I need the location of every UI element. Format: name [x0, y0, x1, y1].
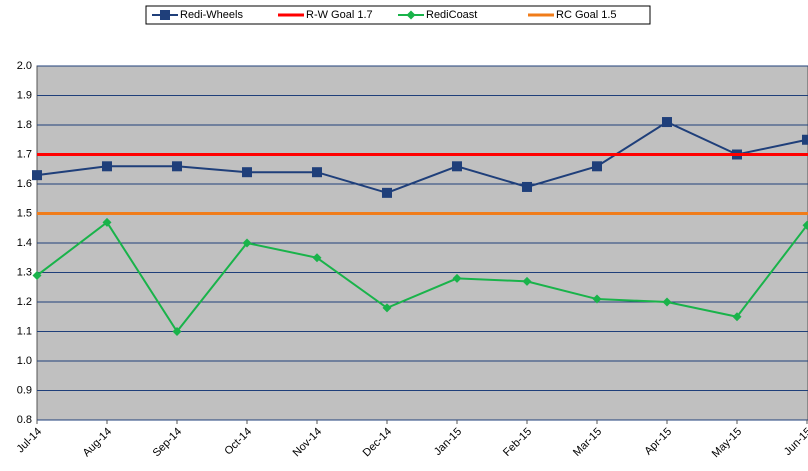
- x-tick-label: Feb-15: [501, 426, 534, 459]
- marker: [662, 117, 672, 128]
- legend-label: Redi-Wheels: [180, 9, 243, 21]
- series-line: [36, 120, 808, 194]
- legend-label: RC Goal 1.5: [556, 9, 617, 21]
- marker: [802, 220, 808, 230]
- y-tick-label: 1.8: [17, 119, 32, 131]
- x-tick-label: Dec-14: [361, 426, 395, 460]
- marker: [102, 161, 112, 172]
- y-tick-label: 1.2: [17, 296, 32, 308]
- marker: [32, 270, 42, 280]
- marker: [172, 327, 182, 336]
- marker: [382, 187, 392, 198]
- y-tick-label: 1.5: [17, 207, 32, 219]
- y-tick-label: 2.0: [17, 60, 32, 72]
- marker: [382, 303, 392, 313]
- legend-label: R-W Goal 1.7: [306, 9, 373, 21]
- marker: [312, 253, 322, 263]
- marker: [452, 161, 462, 172]
- x-tick-label: Jul-14: [14, 426, 44, 456]
- x-tick-label: Nov-14: [291, 426, 325, 460]
- marker: [662, 297, 672, 307]
- marker: [32, 170, 42, 181]
- x-tick-label: Apr-15: [642, 426, 674, 458]
- marker: [102, 217, 112, 227]
- x-tick-label: Mar-15: [571, 426, 604, 459]
- x-tick-label: Aug-14: [81, 426, 115, 460]
- legend-label: RediCoast: [426, 9, 477, 21]
- marker: [522, 276, 532, 286]
- marker: [242, 238, 252, 248]
- y-tick-label: 1.3: [17, 266, 32, 278]
- y-tick-label: 0.9: [17, 384, 32, 396]
- x-tick-label: Jan-15: [432, 426, 464, 458]
- x-tick-label: May-15: [710, 426, 744, 460]
- y-tick-label: 1.0: [17, 355, 32, 367]
- marker: [172, 161, 182, 172]
- y-tick-label: 1.6: [17, 178, 32, 190]
- marker: [406, 10, 416, 20]
- marker: [160, 10, 170, 20]
- x-tick-label: Sep-14: [151, 426, 185, 460]
- marker: [242, 167, 252, 178]
- marker: [312, 167, 322, 178]
- marker: [452, 273, 462, 283]
- y-tick-label: 1.4: [17, 237, 32, 249]
- marker: [522, 181, 532, 192]
- x-tick-label: Oct-14: [222, 426, 254, 458]
- y-tick-label: 1.1: [17, 325, 32, 337]
- y-tick-label: 1.9: [17, 89, 32, 101]
- marker: [592, 161, 602, 172]
- marker: [592, 294, 602, 304]
- y-tick-label: 0.8: [17, 414, 32, 426]
- series-line: [36, 220, 808, 334]
- x-tick-label: Jun-15: [782, 426, 808, 458]
- marker: [732, 312, 742, 322]
- marker: [802, 134, 808, 145]
- y-tick-label: 1.7: [17, 148, 32, 160]
